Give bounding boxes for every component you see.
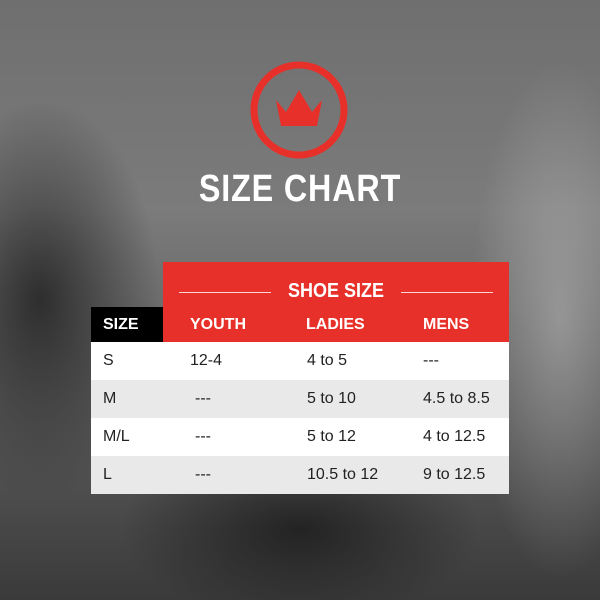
cell-ladies: 5 to 10 [307, 390, 356, 407]
cell-youth: --- [195, 466, 211, 483]
page-title: SIZE CHART [198, 168, 402, 210]
column-header-mens: MENS [423, 316, 470, 333]
table-row: L --- 10.5 to 12 9 to 12.5 [91, 456, 509, 494]
column-header-ladies: LADIES [306, 316, 365, 333]
table-row: S 12-4 4 to 5 --- [91, 342, 509, 380]
cell-size: S [103, 352, 114, 369]
cell-mens: 9 to 12.5 [423, 466, 486, 483]
table-row: M/L --- 5 to 12 4 to 12.5 [91, 418, 509, 456]
cell-ladies: 10.5 to 12 [307, 466, 379, 483]
column-header-size: SIZE [91, 307, 163, 342]
shoe-size-title: SHOE SIZE [287, 280, 385, 302]
divider [179, 292, 271, 293]
cell-youth: 12-4 [190, 352, 223, 369]
crown-logo-icon [250, 61, 348, 159]
cell-youth: --- [195, 390, 211, 407]
table-row: M --- 5 to 10 4.5 to 8.5 [91, 380, 509, 418]
cell-size: L [103, 466, 112, 483]
cell-youth: --- [195, 428, 211, 445]
cell-mens: --- [423, 352, 439, 369]
cell-ladies: 4 to 5 [307, 352, 348, 369]
cell-mens: 4.5 to 8.5 [423, 390, 490, 407]
cell-size: M [103, 390, 117, 407]
column-header-youth: YOUTH [190, 316, 246, 333]
shoe-size-header: SHOE SIZE [163, 262, 509, 342]
divider [401, 292, 493, 293]
cell-mens: 4 to 12.5 [423, 428, 486, 445]
cell-size: M/L [103, 428, 130, 445]
cell-ladies: 5 to 12 [307, 428, 356, 445]
